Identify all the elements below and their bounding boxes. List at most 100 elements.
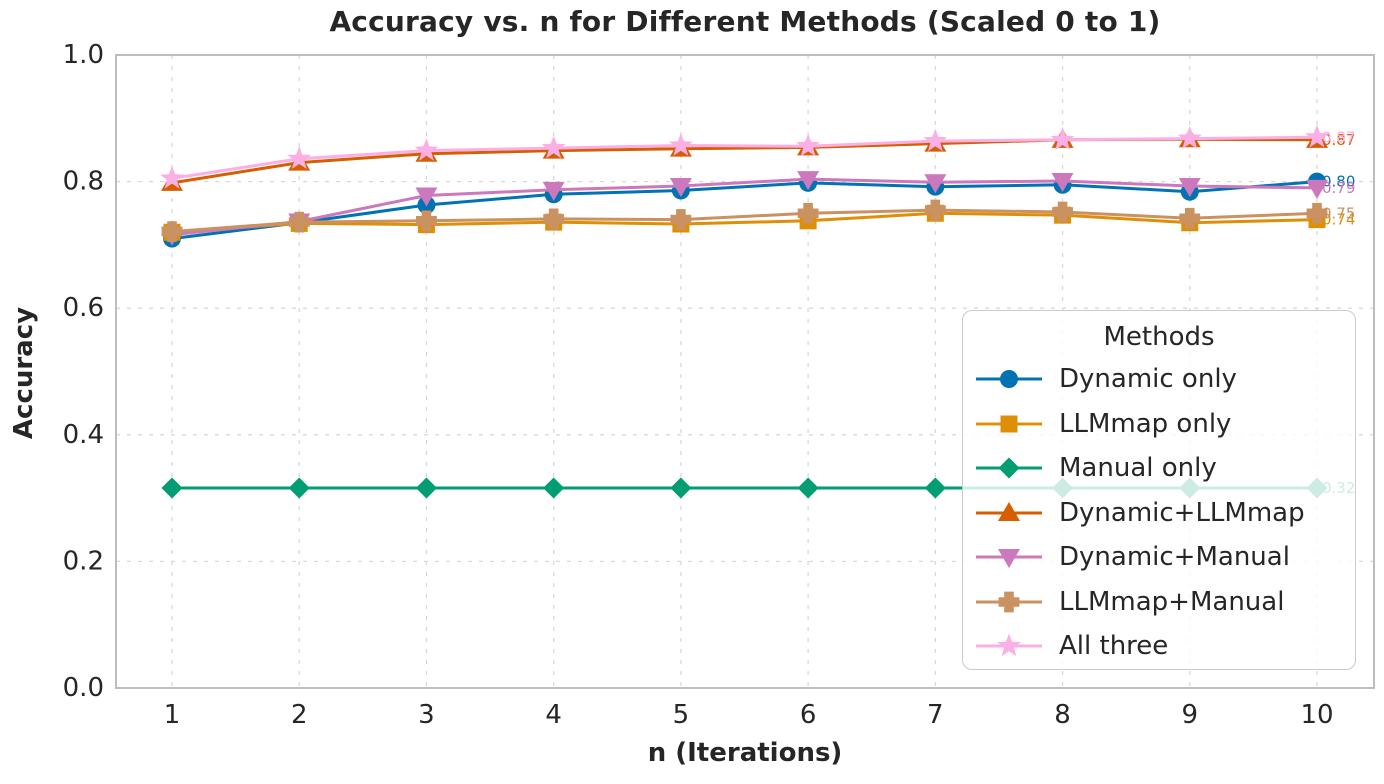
plus-marker <box>1052 201 1073 223</box>
x-tick-label: 7 <box>927 700 944 730</box>
legend-label: Manual only <box>1059 453 1217 484</box>
legend-label: All three <box>1059 631 1169 662</box>
triangle-down-marker <box>542 181 565 201</box>
triangle-down-marker <box>1178 178 1201 198</box>
series-end-label: 0.87 <box>1322 131 1355 149</box>
chart-title: Accuracy vs. n for Different Methods (Sc… <box>329 5 1161 38</box>
legend-item-dynamic-only: Dynamic only <box>963 357 1355 402</box>
series-end-label: 0.80 <box>1322 173 1355 191</box>
diamond-marker <box>288 477 310 499</box>
x-tick-label: 6 <box>800 700 817 730</box>
plus-marker <box>924 199 946 221</box>
legend-item-dynamic-manual: Dynamic+Manual <box>963 535 1355 580</box>
x-tick-label: 8 <box>1054 700 1071 730</box>
x-tick-label: 2 <box>291 700 308 730</box>
y-tick-label: 0.0 <box>63 673 104 703</box>
diamond-marker <box>161 477 183 499</box>
legend-item-llmmap-manual: LLMmap+Manual <box>963 580 1355 625</box>
legend-sample-diamond-icon <box>976 457 1042 479</box>
legend-item-all-three: All three <box>963 624 1355 669</box>
y-tick-label: 0.8 <box>63 167 104 197</box>
plus-marker <box>416 210 437 232</box>
legend-sample-square-icon <box>976 415 1042 433</box>
plus-marker <box>1306 202 1328 224</box>
legend-sample-triangle-down-icon <box>976 549 1042 569</box>
series-line <box>171 208 1318 234</box>
series-line <box>171 177 1318 237</box>
plus-marker <box>288 211 310 233</box>
series-dynamic-only: 0.80 <box>163 172 1355 248</box>
diamond-marker <box>670 477 692 499</box>
y-tick-label: 0.6 <box>63 293 104 323</box>
legend: Methods Dynamic only LLMmap only Manual on… <box>962 310 1356 670</box>
x-tick-label: 10 <box>1300 700 1333 730</box>
x-tick-label: 9 <box>1182 700 1199 730</box>
legend-label: LLMmap+Manual <box>1059 586 1285 617</box>
y-tick-label: 0.2 <box>63 546 104 576</box>
diamond-marker <box>543 477 565 499</box>
diamond-marker <box>797 477 819 499</box>
legend-item-dynamic-llmmap: Dynamic+LLMmap <box>963 491 1355 536</box>
triangle-down-marker <box>1306 179 1328 199</box>
x-tick-label: 1 <box>164 700 181 730</box>
legend-item-llmmap-only: LLMmap only <box>963 402 1355 447</box>
star-marker <box>997 633 1021 657</box>
legend-label: Dynamic+LLMmap <box>1059 497 1305 528</box>
plus-marker <box>998 591 1020 613</box>
diamond-marker <box>998 457 1020 479</box>
legend-label: Dynamic+Manual <box>1059 542 1290 573</box>
triangle-down-marker <box>1051 172 1074 192</box>
series-end-label: 0.74 <box>1322 211 1355 229</box>
triangle-down-marker <box>415 187 438 207</box>
legend-label: Dynamic only <box>1059 364 1237 395</box>
triangle-down-marker <box>998 549 1020 569</box>
triangle-down-marker <box>669 178 692 198</box>
square-marker <box>1000 415 1018 433</box>
legend-sample-circle-icon <box>976 370 1042 389</box>
star-marker <box>414 138 439 161</box>
star-marker <box>287 146 312 169</box>
plus-marker <box>1179 207 1201 229</box>
star-marker <box>1305 124 1329 148</box>
plot-border <box>115 54 1375 689</box>
star-marker <box>160 165 184 189</box>
series-end-label: 0.79 <box>1322 179 1355 197</box>
legend-label: LLMmap only <box>1059 408 1232 439</box>
legend-item-manual-only: Manual only <box>963 446 1355 491</box>
diamond-marker <box>415 477 437 499</box>
triangle-down-marker <box>797 171 820 191</box>
series-llmmap-manual: 0.75 <box>161 199 1355 243</box>
legend-title: Methods <box>1103 322 1215 352</box>
star-marker <box>1050 127 1075 150</box>
star-marker <box>923 128 948 152</box>
star-marker <box>1177 126 1202 149</box>
x-tick-label: 3 <box>418 700 435 730</box>
x-axis-label: n (Iterations) <box>647 738 843 768</box>
star-marker <box>541 135 566 159</box>
y-tick-label: 0.4 <box>63 420 104 450</box>
diamond-marker <box>924 477 946 499</box>
plus-marker <box>543 208 565 230</box>
circle-marker <box>1000 370 1018 389</box>
series-end-label: 0.75 <box>1322 204 1355 222</box>
star-marker <box>796 133 820 157</box>
plus-marker <box>670 209 692 230</box>
legend-sample-plus-icon <box>976 591 1042 613</box>
legend-sample-triangle-up-icon <box>976 501 1042 521</box>
star-marker <box>669 133 693 156</box>
series-dynamic-manual: 0.79 <box>161 171 1355 246</box>
x-tick-label: 5 <box>673 700 690 730</box>
series-line <box>171 211 1318 234</box>
y-tick-label: 1.0 <box>63 40 104 70</box>
series-end-label: 0.87 <box>1322 128 1355 146</box>
plus-marker <box>161 221 183 243</box>
triangle-up-marker <box>998 501 1020 521</box>
legend-sample-star-icon <box>976 633 1042 657</box>
x-tick-label: 4 <box>545 700 562 730</box>
triangle-down-marker <box>924 174 947 194</box>
plus-marker <box>797 202 819 224</box>
series-line <box>171 180 1318 241</box>
series-line <box>171 135 1318 180</box>
